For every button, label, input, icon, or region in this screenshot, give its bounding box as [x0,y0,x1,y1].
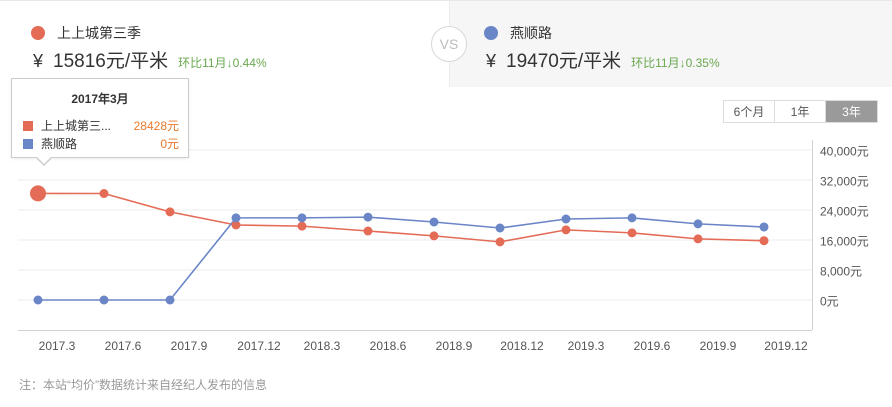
tooltip-row-series-b: 燕顺路 0元 [23,135,179,152]
data-point[interactable] [231,220,241,230]
y-tick-label: 16,000元 [820,234,869,249]
data-point[interactable] [165,207,175,217]
data-point[interactable] [99,189,109,198]
series-a-price: 15816元/平米 [53,51,169,72]
time-range-selector: 6个月 1年 3年 [723,100,878,123]
y-tick-label: 0元 [820,294,839,309]
yen-icon: ¥ [486,51,497,71]
tooltip-row-series-a: 上上城第三... 28428元 [23,117,179,134]
x-tick-label: 2019.9 [699,339,737,353]
data-point[interactable] [561,225,571,235]
y-tick-label: 8,000元 [820,264,863,279]
data-point[interactable] [495,223,505,233]
series-b-color-dot-icon [484,26,498,40]
tooltip-series-value: 0元 [160,137,179,151]
y-tick-label: 32,000元 [820,174,869,189]
data-point[interactable] [429,231,439,241]
series-a-price-row: ¥ 15816元/平米 环比11月↓0.44% [33,46,267,73]
data-point[interactable] [99,295,109,305]
yen-icon: ¥ [33,51,44,71]
range-6-months-button[interactable]: 6个月 [724,101,775,122]
data-point[interactable] [30,185,46,202]
series-b-change: 环比11月↓0.35% [631,56,720,70]
data-point[interactable] [429,217,439,227]
series-b-name-row: 燕顺路 [484,23,552,43]
x-tick-label: 2018.12 [500,339,544,353]
x-tick-label: 2017.12 [237,339,281,353]
tooltip-series-name: 上上城第三... [41,119,112,133]
x-tick-label: 2017.9 [170,339,208,353]
x-tick-label: 2018.6 [369,339,407,353]
x-tick-label: 2018.9 [435,339,473,353]
x-tick-label: 2017.6 [104,339,142,353]
range-3-years-button[interactable]: 3年 [826,101,877,122]
series-b-swatch-icon [23,138,33,149]
tooltip-pointer-icon [35,156,53,166]
vs-badge: VS [431,26,467,62]
series-b-summary: 燕顺路 ¥ 19470元/平米 环比11月↓0.35% [449,1,892,87]
y-tick-label: 24,000元 [820,204,869,219]
data-point[interactable] [363,226,373,236]
footnote: 注：本站“均价”数据统计来自经纪人发布的信息 [19,378,267,392]
series-a-swatch-icon [23,120,33,131]
x-tick-label: 2019.12 [764,339,808,353]
data-point[interactable] [627,228,637,238]
series-a-name-row: 上上城第三季 [31,23,141,43]
tooltip-series-value: 28428元 [133,119,179,133]
data-point[interactable] [561,214,571,224]
tooltip-title: 2017年3月 [71,92,129,106]
series-b-price: 19470元/平米 [506,51,622,72]
series-a-color-dot-icon [31,26,45,40]
data-point[interactable] [495,237,505,247]
x-tick-label: 2019.3 [567,339,605,353]
series-a-change: 环比11月↓0.44% [178,56,267,70]
series-b-price-row: ¥ 19470元/平米 环比11月↓0.35% [486,46,720,73]
data-point[interactable] [693,234,703,244]
data-point[interactable] [33,295,43,305]
data-point[interactable] [759,236,769,246]
x-tick-label: 2017.3 [38,339,76,353]
series-a-name: 上上城第三季 [57,25,141,41]
data-point[interactable] [759,222,769,232]
data-point[interactable] [627,213,637,223]
series-a-summary: 上上城第三季 ¥ 15816元/平米 环比11月↓0.44% [0,1,449,87]
x-tick-label: 2019.6 [633,339,671,353]
comparison-header: 上上城第三季 ¥ 15816元/平米 环比11月↓0.44% 燕顺路 ¥ 194… [0,0,892,87]
y-tick-label: 40,000元 [820,144,869,159]
tooltip-series-name: 燕顺路 [41,137,78,151]
x-tick-label: 2018.3 [303,339,341,353]
data-point[interactable] [363,212,373,222]
chart-tooltip: 2017年3月 上上城第三... 28428元 燕顺路 0元 [11,78,189,158]
data-point[interactable] [165,295,175,305]
data-point[interactable] [297,221,307,231]
data-point[interactable] [297,213,307,223]
series-b-name: 燕顺路 [510,25,552,41]
range-1-year-button[interactable]: 1年 [775,101,826,122]
data-point[interactable] [231,213,241,223]
data-point[interactable] [693,219,703,229]
